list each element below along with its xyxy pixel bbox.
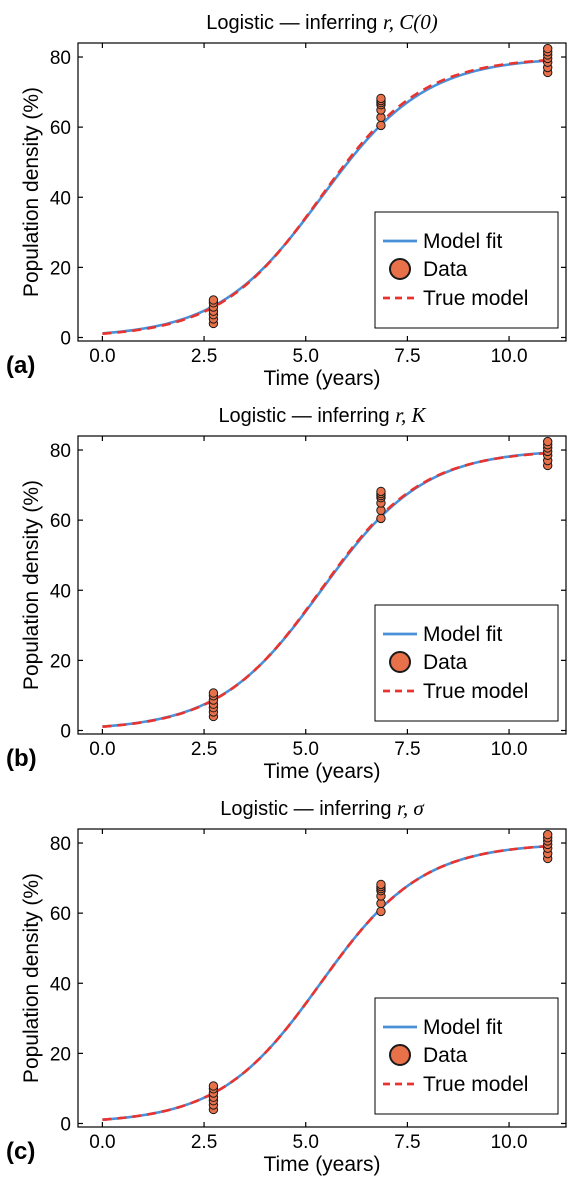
y-tick-label: 0 [60,721,71,742]
chart-panel-c: Logistic — inferring r, σ 0.0 2.5 5.0 7.5 10.… [6,796,567,1176]
data-point [376,879,386,890]
chart-title-math: r, σ [397,796,425,820]
y-tick-label: 60 [50,904,71,925]
x-tick-label: 10.0 [491,1132,528,1153]
data-point [543,829,553,840]
legend-model-fit-label: Model fit [423,230,503,253]
y-tick-label: 0 [60,1114,71,1135]
y-tick-label: 80 [50,834,71,855]
y-tick-label: 80 [50,441,71,462]
legend-data-swatch [389,258,411,280]
y-axis-label: Population density (%) [20,873,43,1083]
chart-title: Logistic — inferring r, K [218,403,426,427]
chart-title-math: r, C(0) [383,10,438,34]
y-tick-label: 20 [50,258,71,279]
y-tick-label: 60 [50,511,71,532]
legend-data-label: Data [423,651,468,674]
y-tick-label: 20 [50,651,71,672]
x-tick-label: 2.5 [191,1132,217,1153]
chart-title-prefix: Logistic — inferring [218,405,395,427]
y-tick-label: 20 [50,1044,71,1065]
legend-model-fit-label: Model fit [423,1016,503,1039]
x-tick-label: 7.5 [394,1132,420,1153]
y-tick-label: 80 [50,48,71,69]
true-model-line [102,844,550,1122]
true-model-line [102,451,550,729]
x-axis-label: Time (years) [263,760,380,783]
x-tick-label: 2.5 [191,739,217,760]
data-point [543,43,553,54]
true-model-line [102,58,550,336]
data-point [376,120,386,131]
y-tick-label: 40 [50,581,71,602]
data-point [208,688,219,698]
x-tick-label: 7.5 [394,739,420,760]
data-point [376,513,386,524]
chart-title-prefix: Logistic — inferring [220,798,397,820]
panel-label: (c) [6,1138,35,1165]
x-tick-label: 5.0 [293,1132,319,1153]
chart-title-prefix: Logistic — inferring [206,12,383,34]
data-point [376,93,386,104]
y-axis-label: Population density (%) [20,480,43,690]
x-tick-label: 10.0 [491,739,528,760]
x-tick-label: 10.0 [491,346,528,367]
x-axis-label: Time (years) [263,1153,380,1176]
data-point [208,295,219,305]
panel-label: (b) [6,745,37,772]
x-tick-label: 0.0 [89,1132,115,1153]
x-axis-label: Time (years) [263,367,380,390]
x-tick-label: 5.0 [293,346,319,367]
chart-title-math: r, K [395,403,426,427]
panel-label: (a) [6,352,35,379]
y-tick-label: 60 [50,118,71,139]
data-point [543,436,553,447]
data-point [376,486,386,497]
y-tick-label: 0 [60,328,71,349]
chart-panel-a: Logistic — inferring r, C(0) 0.0 2.5 5.0 7.5… [6,10,567,390]
plot-frame [77,435,567,735]
x-tick-label: 7.5 [394,346,420,367]
legend-data-swatch [389,651,411,673]
y-tick-label: 40 [50,188,71,209]
legend-data-label: Data [423,258,468,281]
x-tick-label: 5.0 [293,739,319,760]
legend-data-swatch [389,1044,411,1066]
y-tick-label: 40 [50,974,71,995]
chart-title: Logistic — inferring r, σ [220,796,425,820]
plot-frame [77,42,567,342]
x-tick-label: 0.0 [89,739,115,760]
legend-model-fit-label: Model fit [423,623,503,646]
chart-title: Logistic — inferring r, C(0) [206,10,438,34]
x-tick-label: 2.5 [191,346,217,367]
plot-frame [77,828,567,1128]
legend-data-label: Data [423,1044,468,1067]
data-point [376,906,386,917]
chart-panel-b: Logistic — inferring r, K 0.0 2.5 5.0 7.5 10.… [6,403,567,783]
data-point [208,1081,219,1091]
legend-true-model-label: True model [423,680,528,703]
x-tick-label: 0.0 [89,346,115,367]
legend-true-model-label: True model [423,1073,528,1096]
legend-true-model-label: True model [423,287,528,310]
y-axis-label: Population density (%) [20,87,43,297]
